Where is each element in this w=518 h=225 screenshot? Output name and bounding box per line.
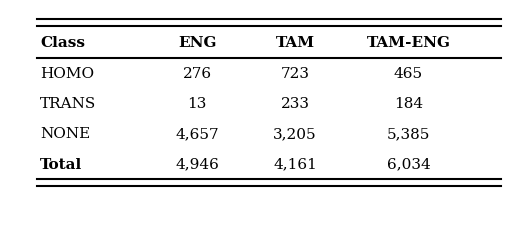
- Text: 4,657: 4,657: [176, 127, 219, 141]
- Text: TAM: TAM: [276, 36, 314, 50]
- Text: 5,385: 5,385: [387, 127, 430, 141]
- Text: 4,946: 4,946: [175, 157, 219, 171]
- Text: Total: Total: [40, 157, 82, 171]
- Text: HOMO: HOMO: [40, 66, 94, 80]
- Text: 3,205: 3,205: [274, 127, 317, 141]
- Text: ENG: ENG: [178, 36, 217, 50]
- Text: Class: Class: [40, 36, 85, 50]
- Text: 723: 723: [281, 66, 310, 80]
- Text: 233: 233: [281, 97, 310, 110]
- Text: TAM-ENG: TAM-ENG: [366, 36, 451, 50]
- Text: 184: 184: [394, 97, 423, 110]
- Text: NONE: NONE: [40, 127, 90, 141]
- Text: 6,034: 6,034: [386, 157, 430, 171]
- Text: 465: 465: [394, 66, 423, 80]
- Text: 13: 13: [188, 97, 207, 110]
- Text: 4,161: 4,161: [273, 157, 317, 171]
- Text: 276: 276: [183, 66, 212, 80]
- Text: TRANS: TRANS: [40, 97, 96, 110]
